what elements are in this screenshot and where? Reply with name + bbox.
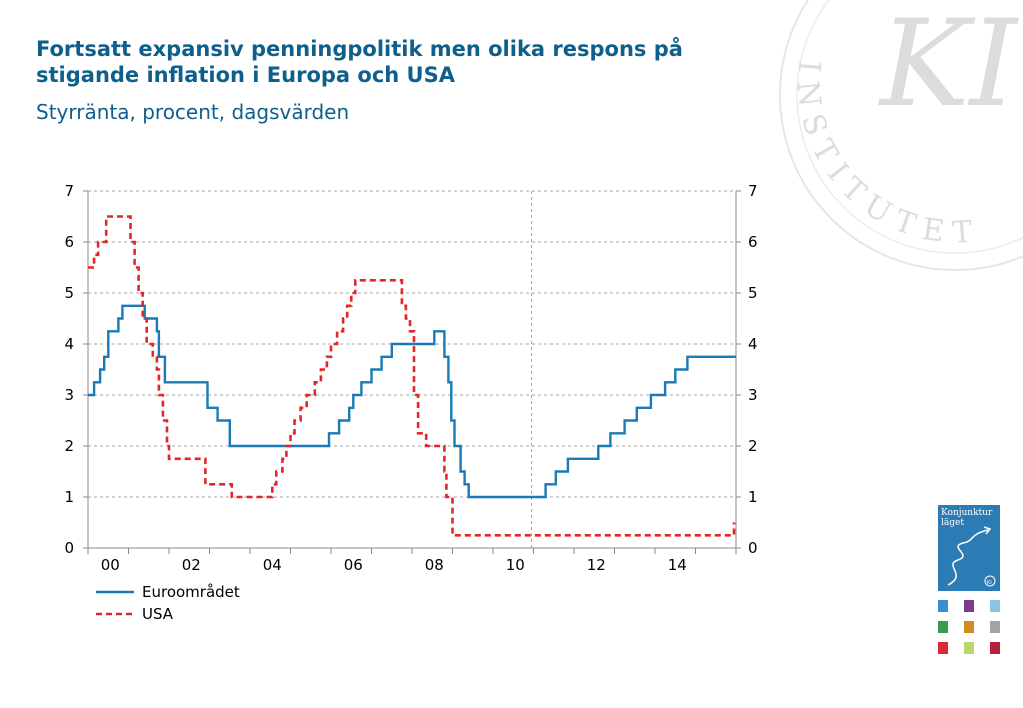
y-tick-label-right: 3 [748, 386, 758, 404]
x-tick-label: 00 [101, 556, 120, 574]
x-tick-label: 06 [344, 556, 363, 574]
y-tick-label-left: 4 [64, 335, 74, 353]
ki-seal-watermark: KI INSTITUTET [779, 0, 1023, 271]
x-tick-label: 02 [182, 556, 201, 574]
series-line-usa [88, 215, 736, 537]
report-cover-arrow-icon: KI [947, 526, 996, 587]
report-thumbnail [990, 642, 1000, 654]
y-tick-label-right: 7 [748, 182, 758, 200]
chart-title: Fortsatt expansiv penningpolitik men oli… [36, 37, 683, 87]
x-tick-label: 04 [263, 556, 282, 574]
report-title-line1: Konjunktur [941, 508, 993, 518]
chart-subtitle: Styrränta, procent, dagsvärden [36, 100, 350, 124]
report-mark: KI [987, 580, 992, 586]
y-tick-label-right: 4 [748, 335, 758, 353]
report-thumbnail [938, 600, 948, 612]
series-line-euroomradet [88, 304, 736, 499]
y-tick-label-left: 2 [64, 437, 74, 455]
seal-letters: KI [878, 0, 1020, 134]
y-tick-label-left: 7 [64, 182, 74, 200]
y-tick-label-left: 5 [64, 284, 74, 302]
report-thumbnail [964, 642, 974, 654]
legend-label: Euroområdet [142, 583, 240, 601]
series-lines [88, 215, 736, 537]
y-tick-label-left: 0 [64, 539, 74, 557]
report-title-line2: läget [941, 518, 964, 528]
gridlines [88, 190, 736, 548]
x-tick-label: 14 [668, 556, 687, 574]
konjunkturlaget-cover: Konjunktur läget KI [938, 505, 1000, 591]
x-tick-label: 10 [506, 556, 525, 574]
x-tick-label: 12 [587, 556, 606, 574]
y-tick-label-left: 3 [64, 386, 74, 404]
y-tick-label-right: 6 [748, 233, 758, 251]
y-tick-label-right: 1 [748, 488, 758, 506]
report-thumbnail [990, 621, 1000, 633]
legend-label: USA [142, 605, 174, 623]
legend: Euroområdet USA [96, 583, 240, 623]
y-tick-label-right: 0 [748, 539, 758, 557]
y-tick-label-right: 5 [748, 284, 758, 302]
report-thumbnail [938, 642, 948, 654]
x-tick-label: 08 [425, 556, 444, 574]
report-thumbnail [990, 600, 1000, 612]
report-thumbnail [964, 600, 974, 612]
report-title: Konjunktur läget [941, 508, 999, 528]
report-thumbnail [938, 621, 948, 633]
y-tick-label-left: 6 [64, 233, 74, 251]
y-tick-label-left: 1 [64, 488, 74, 506]
y-tick-label-right: 2 [748, 437, 758, 455]
report-thumbnail [964, 621, 974, 633]
